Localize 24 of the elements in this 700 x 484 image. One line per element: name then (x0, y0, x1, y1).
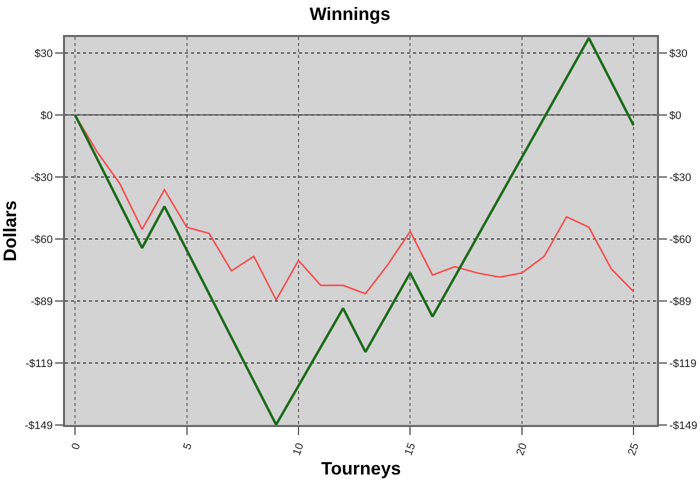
y2-tick-label: $0 (669, 110, 682, 122)
y2-tick-label: -$119 (669, 358, 697, 370)
y-tick-label: -$119 (25, 358, 53, 370)
x-tick-label: 20 (514, 442, 530, 458)
line-series (74, 37, 635, 425)
y2-tick-label: -$60 (669, 234, 692, 246)
y2-tick-label: -$30 (669, 172, 692, 184)
y2-tick-label: -$149 (669, 420, 698, 432)
y-tick-label: -$89 (30, 296, 53, 308)
y-tick-label: -$30 (30, 172, 53, 184)
x-tick-label: 5 (181, 442, 195, 452)
x-tick-label: 15 (402, 442, 418, 458)
chart-title: Winnings (310, 4, 390, 24)
x-tick-label: 10 (290, 442, 306, 458)
y-axis-title: Dollars (0, 200, 20, 262)
y2-tick-label: $30 (669, 48, 688, 60)
y-tick-label: -$60 (30, 234, 53, 246)
y-tick-label: -$149 (24, 420, 53, 432)
x-tick-label: 0 (70, 442, 84, 452)
x-tick-label: 25 (626, 442, 642, 458)
y-tick-label: $30 (34, 48, 53, 60)
y-tick-label: $0 (40, 110, 53, 122)
y2-tick-label: -$89 (669, 296, 692, 308)
x-axis-title: Tourneys (321, 458, 401, 479)
